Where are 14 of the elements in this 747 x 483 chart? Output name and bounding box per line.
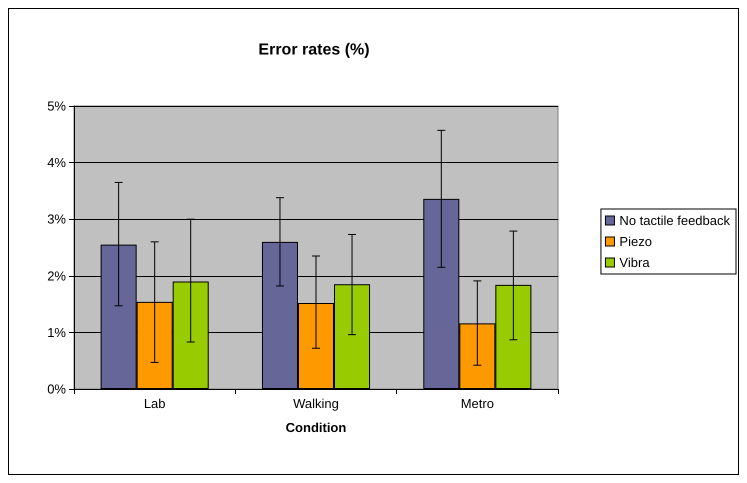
y-tick-label: 4% [47, 155, 66, 170]
x-tick-label: Metro [460, 396, 494, 411]
y-tick-label: 5% [47, 98, 66, 114]
legend-label: No tactile feedback [619, 213, 730, 228]
legend-label: Vibra [619, 255, 650, 270]
x-axis-title: Condition [286, 420, 346, 435]
legend-label: Piezo [619, 234, 652, 249]
y-tick-label: 1% [47, 324, 66, 340]
y-tick-label: 2% [47, 268, 66, 284]
y-tick-label: 0% [47, 382, 66, 396]
chart-title: Error rates (%) [258, 42, 370, 58]
y-tick-label: 3% [47, 212, 66, 227]
x-tick-label: Lab [144, 396, 166, 411]
x-tick-label: Walking [293, 396, 339, 411]
